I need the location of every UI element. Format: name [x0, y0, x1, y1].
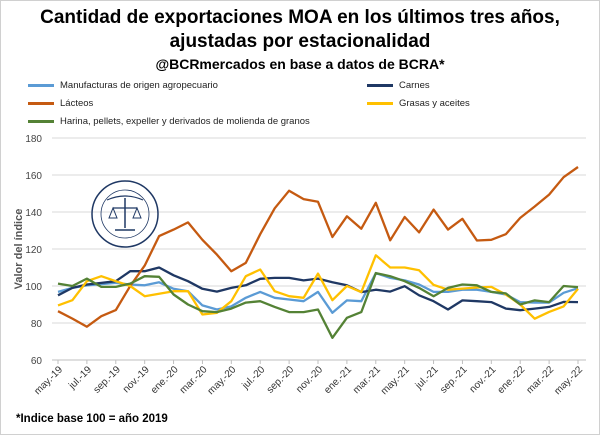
- legend-label: Carnes: [399, 80, 430, 91]
- x-tick-label: nov.-20: [294, 364, 325, 395]
- series-line: [57, 266, 579, 312]
- y-tick-label: 180: [25, 134, 42, 145]
- x-tick-label: ene.-20: [149, 364, 181, 396]
- x-tick-label: sep.-21: [438, 364, 470, 396]
- x-tick-label: nov.-19: [121, 364, 152, 395]
- legend-label: Harina, pellets, expeller y derivados de…: [60, 116, 310, 127]
- legend-label: Grasas y aceites: [399, 98, 470, 109]
- y-tick-label: 160: [25, 171, 42, 182]
- x-tick-label: sep.-20: [265, 364, 297, 396]
- x-tick-label: mar.-21: [351, 364, 383, 396]
- legend-swatch: [28, 84, 54, 87]
- bcr-logo: [91, 180, 159, 248]
- y-tick-label: 60: [31, 356, 43, 367]
- legend-item-manufacturas: Manufacturas de origen agropecuario: [28, 80, 218, 91]
- legend-swatch: [367, 84, 393, 87]
- title-line-2: ajustadas por estacionalidad: [169, 31, 431, 52]
- x-tick-label: ene.-22: [496, 364, 528, 396]
- x-tick-label: jul.-19: [66, 364, 94, 392]
- x-tick-label: nov.-21: [468, 364, 499, 395]
- x-tick-label: may.-20: [206, 364, 239, 397]
- x-tick-label: jul.-21: [413, 364, 441, 392]
- y-axis-label: Valor del índice: [13, 209, 25, 290]
- legend-swatch: [28, 120, 54, 123]
- footnote: *Indice base 100 = año 2019: [16, 413, 168, 425]
- x-tick-label: mar.-20: [178, 364, 210, 396]
- chart-title: Cantidad de exportaciones MOA en los últ…: [0, 6, 600, 54]
- series-line: [57, 271, 579, 339]
- series-line: [57, 254, 579, 320]
- legend-item-harina: Harina, pellets, expeller y derivados de…: [28, 116, 310, 127]
- y-tick-label: 140: [25, 208, 42, 219]
- legend-item-grasas: Grasas y aceites: [367, 98, 470, 109]
- x-tick-label: jul.-20: [240, 364, 268, 392]
- series-line: [57, 166, 579, 328]
- legend-label: Manufacturas de origen agropecuario: [60, 80, 218, 91]
- legend-label: Lácteos: [60, 98, 94, 109]
- x-tick-label: may.-22: [552, 364, 585, 397]
- y-tick-label: 80: [31, 319, 43, 330]
- x-tick-label: mar.-22: [524, 364, 556, 396]
- x-tick-label: may.-19: [32, 364, 65, 397]
- legend-swatch: [367, 102, 393, 105]
- legend-item-lacteos: Lácteos: [28, 98, 93, 109]
- y-tick-label: 120: [25, 245, 42, 256]
- x-tick-label: sep.-19: [92, 364, 124, 396]
- x-tick-label: ene.-21: [322, 364, 354, 396]
- y-tick-label: 100: [25, 282, 42, 293]
- x-tick-label: may.-21: [379, 364, 412, 397]
- legend-swatch: [28, 102, 54, 105]
- chart-subtitle: @BCRmercados en base a datos de BCRA*: [155, 56, 445, 72]
- legend-item-carnes: Carnes: [367, 80, 430, 91]
- title-line-1: Cantidad de exportaciones MOA en los últ…: [40, 7, 560, 28]
